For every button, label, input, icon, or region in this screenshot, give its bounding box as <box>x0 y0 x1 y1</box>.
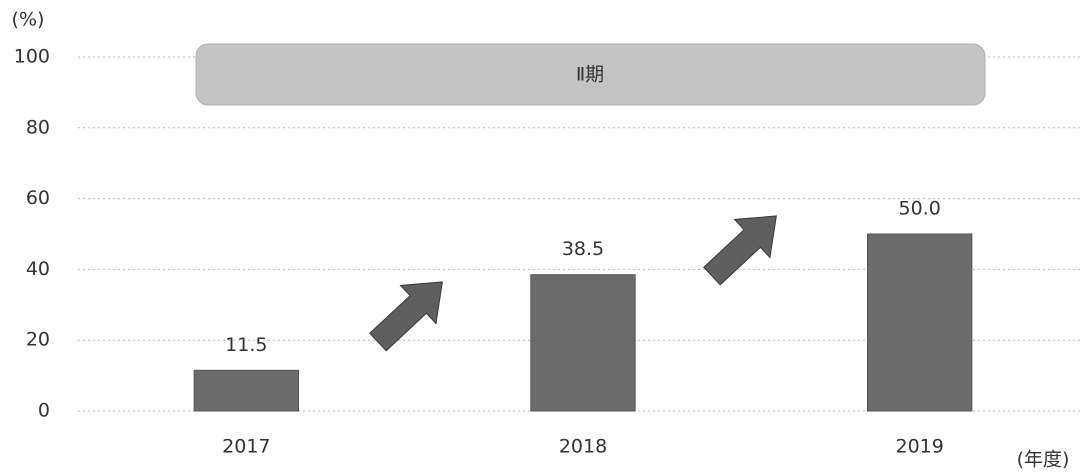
y-tick-label: 100 <box>14 46 50 68</box>
period-label: Ⅱ期 <box>576 64 604 86</box>
bar <box>193 369 300 412</box>
y-tick-label: 0 <box>38 400 50 422</box>
value-label: 50.0 <box>899 198 941 220</box>
y-tick-label: 60 <box>26 187 50 209</box>
x-tick-label: 2019 <box>895 436 943 458</box>
y-tick-label: 40 <box>26 258 50 280</box>
arrow <box>369 281 443 352</box>
arrow <box>703 215 777 286</box>
x-axis-label: (年度) <box>1017 449 1070 471</box>
bar <box>866 233 973 412</box>
y-tick-label: 20 <box>26 329 50 351</box>
value-label: 38.5 <box>562 238 604 260</box>
value-label: 11.5 <box>225 334 267 356</box>
x-tick-label: 2018 <box>559 436 607 458</box>
period-banner <box>195 43 986 106</box>
y-tick-label: 80 <box>26 116 50 138</box>
bar <box>530 274 636 412</box>
x-tick-label: 2017 <box>222 436 270 458</box>
y-axis-label: (%) <box>12 9 45 31</box>
